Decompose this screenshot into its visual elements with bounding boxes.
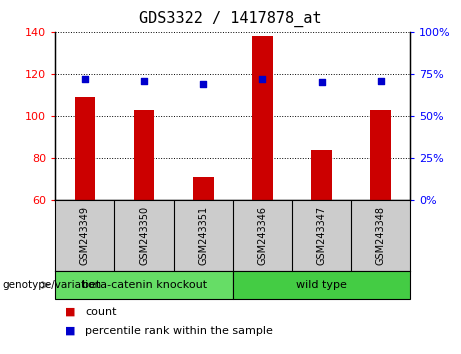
- Point: [377, 78, 384, 84]
- Text: GSM243351: GSM243351: [198, 206, 208, 265]
- Bar: [233, 271, 410, 299]
- Text: GSM243348: GSM243348: [376, 206, 386, 265]
- Point: [81, 76, 89, 82]
- Text: genotype/variation: genotype/variation: [2, 280, 101, 290]
- Point: [259, 76, 266, 82]
- Bar: [55, 271, 233, 299]
- Point: [140, 78, 148, 84]
- Bar: [75, 97, 95, 200]
- Text: ■: ■: [65, 326, 75, 336]
- Bar: [370, 110, 391, 200]
- Point: [200, 81, 207, 87]
- Text: GSM243346: GSM243346: [257, 206, 267, 265]
- Bar: [252, 36, 273, 200]
- Bar: [134, 110, 154, 200]
- Text: GDS3322 / 1417878_at: GDS3322 / 1417878_at: [139, 11, 322, 27]
- Bar: [311, 149, 332, 200]
- Bar: [193, 177, 213, 200]
- Text: ■: ■: [65, 307, 75, 316]
- Text: GSM243349: GSM243349: [80, 206, 90, 265]
- Text: GSM243347: GSM243347: [317, 206, 326, 265]
- Text: beta-catenin knockout: beta-catenin knockout: [82, 280, 207, 290]
- Text: count: count: [85, 307, 117, 316]
- Text: wild type: wild type: [296, 280, 347, 290]
- Point: [318, 80, 325, 85]
- Text: percentile rank within the sample: percentile rank within the sample: [85, 326, 273, 336]
- Text: GSM243350: GSM243350: [139, 206, 149, 265]
